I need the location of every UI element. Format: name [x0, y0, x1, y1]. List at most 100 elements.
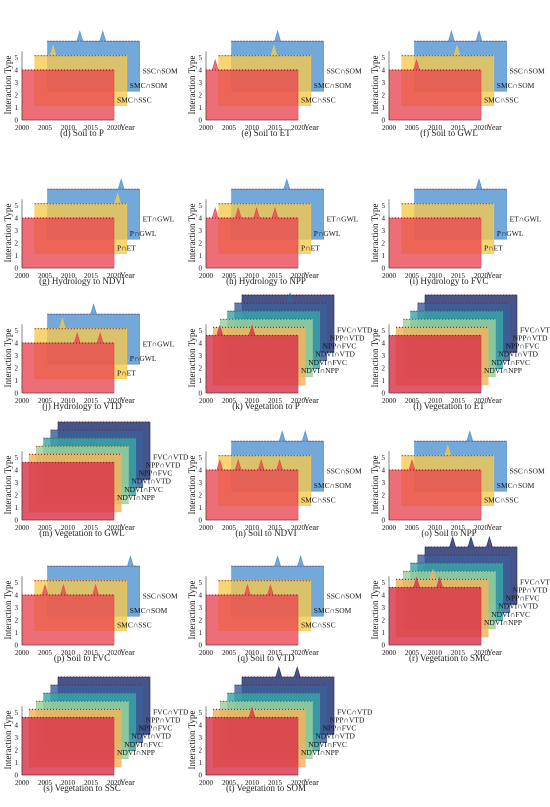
x-tick-label: 2010 [428, 649, 443, 657]
y-tick-label: 3 [382, 479, 386, 487]
layer-label: NDVI∩NPP [301, 366, 339, 375]
y-tick-label: 1 [199, 759, 203, 767]
x-tick-label: 2015 [268, 524, 283, 532]
chart-panel: ET∩GWL P∩GWL P∩ET 0 1 2 3 4 5 2000 2005 2010 2015 202… [0, 150, 184, 300]
y-tick-label: 3 [15, 352, 19, 360]
panel-caption: (o) Soil to NPP [421, 528, 477, 538]
x-tick-label: 2015 [451, 397, 466, 405]
y-tick-label: 5 [382, 202, 386, 210]
layer-label: P∩GWL [497, 229, 524, 238]
x-tick-label: 2000 [15, 779, 30, 787]
layer-label: SSC∩SOM [327, 592, 362, 601]
y-tick-label: 4 [199, 722, 203, 730]
y-tick-label: 3 [15, 734, 19, 742]
x-tick-label: 2005 [222, 524, 237, 532]
x-tick-label: 2020 [474, 272, 489, 280]
chart-svg: ET∩GWL P∩GWL P∩ET 0 1 2 3 4 5 2000 2005 2010 2015 202… [187, 178, 359, 280]
y-axis-label: Interaction Type [370, 204, 380, 263]
x-tick-label: 2000 [199, 524, 214, 532]
y-axis-label: Interaction Type [187, 329, 197, 388]
y-tick-label: 0 [15, 265, 19, 273]
x-tick-label: 2005 [38, 272, 53, 280]
x-tick-label: 2000 [199, 397, 214, 405]
panel-caption: (l) Vegetation to ET [413, 401, 485, 411]
y-tick-label: 0 [15, 117, 19, 125]
y-axis-label: Interaction Type [3, 329, 13, 388]
layer-area [21, 717, 115, 776]
axes [205, 199, 298, 269]
chart-panel: ET∩GWL P∩GWL P∩ET 0 1 2 3 4 5 2000 2005 2010 2015 202… [367, 150, 550, 300]
y-tick-label: 1 [15, 759, 19, 767]
panel-caption: (r) Vegetation to SMC [408, 653, 490, 663]
layer-label: FVC∩VTD [153, 707, 189, 716]
chart-panel: ET∩GWL P∩GWL P∩ET 0 1 2 3 4 5 2000 2005 2010 2015 202… [184, 150, 368, 300]
y-tick-label: 5 [15, 327, 19, 335]
x-tick-label: 2020 [291, 124, 306, 132]
layer-label: P∩ET [117, 369, 136, 378]
layer-label: NDVI∩VTD [498, 350, 538, 359]
y-tick-label: 0 [15, 517, 19, 525]
y-tick-label: 3 [382, 227, 386, 235]
x-tick-label: 2020 [107, 779, 122, 787]
layer-label: NPP∩VTD [330, 333, 365, 342]
y-tick-label: 1 [382, 504, 386, 512]
layer-area [21, 217, 115, 269]
x-tick-label: 2005 [405, 649, 420, 657]
layer-label: NDVI∩NPP [117, 748, 155, 757]
x-tick-label: 2015 [84, 779, 99, 787]
y-tick-label: 5 [382, 327, 386, 335]
y-axis-label: Interaction Type [370, 329, 380, 388]
y-tick-label: 1 [15, 629, 19, 637]
x-tick-label: 2015 [451, 124, 466, 132]
y-tick-label: 0 [199, 390, 203, 398]
y-tick-label: 1 [15, 377, 19, 385]
axes [21, 576, 114, 646]
y-tick-label: 0 [199, 642, 203, 650]
layer-label: P∩GWL [130, 229, 157, 238]
layer-label: NPP∩FVC [506, 342, 540, 351]
layer-label: SMC∩SOM [130, 81, 168, 90]
year-label: Year [304, 523, 319, 532]
layer-label: NDVI∩VTD [131, 732, 171, 741]
x-tick-label: 2005 [222, 272, 237, 280]
panel-caption: (j) Hydrology to VTD [42, 401, 122, 411]
year-label: Year [304, 778, 319, 787]
y-tick-label: 2 [382, 240, 386, 248]
y-tick-label: 3 [15, 604, 19, 612]
y-tick-label: 4 [382, 340, 386, 348]
panel-caption: (m) Vegetation to GWL [39, 528, 125, 538]
layer-label: FVC∩VTD [337, 707, 373, 716]
y-tick-label: 0 [199, 517, 203, 525]
layer-label: NPP∩VTD [330, 715, 365, 724]
chart-panel: SSC∩SOM SMC∩SOM SMC∩SSC 0 1 2 3 4 5 2000 2005 2010 2… [184, 527, 368, 677]
y-tick-label: 0 [15, 642, 19, 650]
y-axis-label: Interaction Type [187, 711, 197, 770]
y-tick-label: 5 [199, 454, 203, 462]
x-tick-label: 2015 [268, 397, 283, 405]
year-label: Year [487, 648, 502, 657]
y-tick-label: 1 [199, 377, 203, 385]
layer-area [388, 58, 482, 121]
y-tick-label: 2 [199, 492, 203, 500]
layer-label: NDVI∩NPP [484, 366, 522, 375]
chart-svg: SSC∩SOM SMC∩SOM SMC∩SSC 0 1 2 3 4 5 2000 2005 2010 2… [3, 555, 178, 657]
layer-label: NDVI∩VTD [315, 350, 355, 359]
layer-label: FVC∩VTD [153, 452, 189, 461]
y-tick-label: 1 [199, 252, 203, 260]
x-tick-label: 2005 [222, 124, 237, 132]
x-tick-label: 2010 [245, 397, 260, 405]
layer-label: NDVI∩FVC [308, 740, 347, 749]
x-tick-label: 2005 [38, 124, 53, 132]
panel-caption: (f) Soil to GWL [420, 128, 478, 138]
x-tick-label: 2000 [15, 124, 30, 132]
layer-label: SMC∩SSC [117, 96, 152, 105]
y-axis-label: Interaction Type [370, 581, 380, 640]
panel-caption: (k) Vegetation to P [232, 401, 300, 411]
axes [388, 576, 481, 646]
x-tick-label: 2020 [107, 397, 122, 405]
y-tick-label: 4 [199, 215, 203, 223]
chart-svg: SSC∩SOM SMC∩SOM SMC∩SSC 0 1 2 3 4 5 2000 2005 2010 2… [370, 30, 545, 132]
